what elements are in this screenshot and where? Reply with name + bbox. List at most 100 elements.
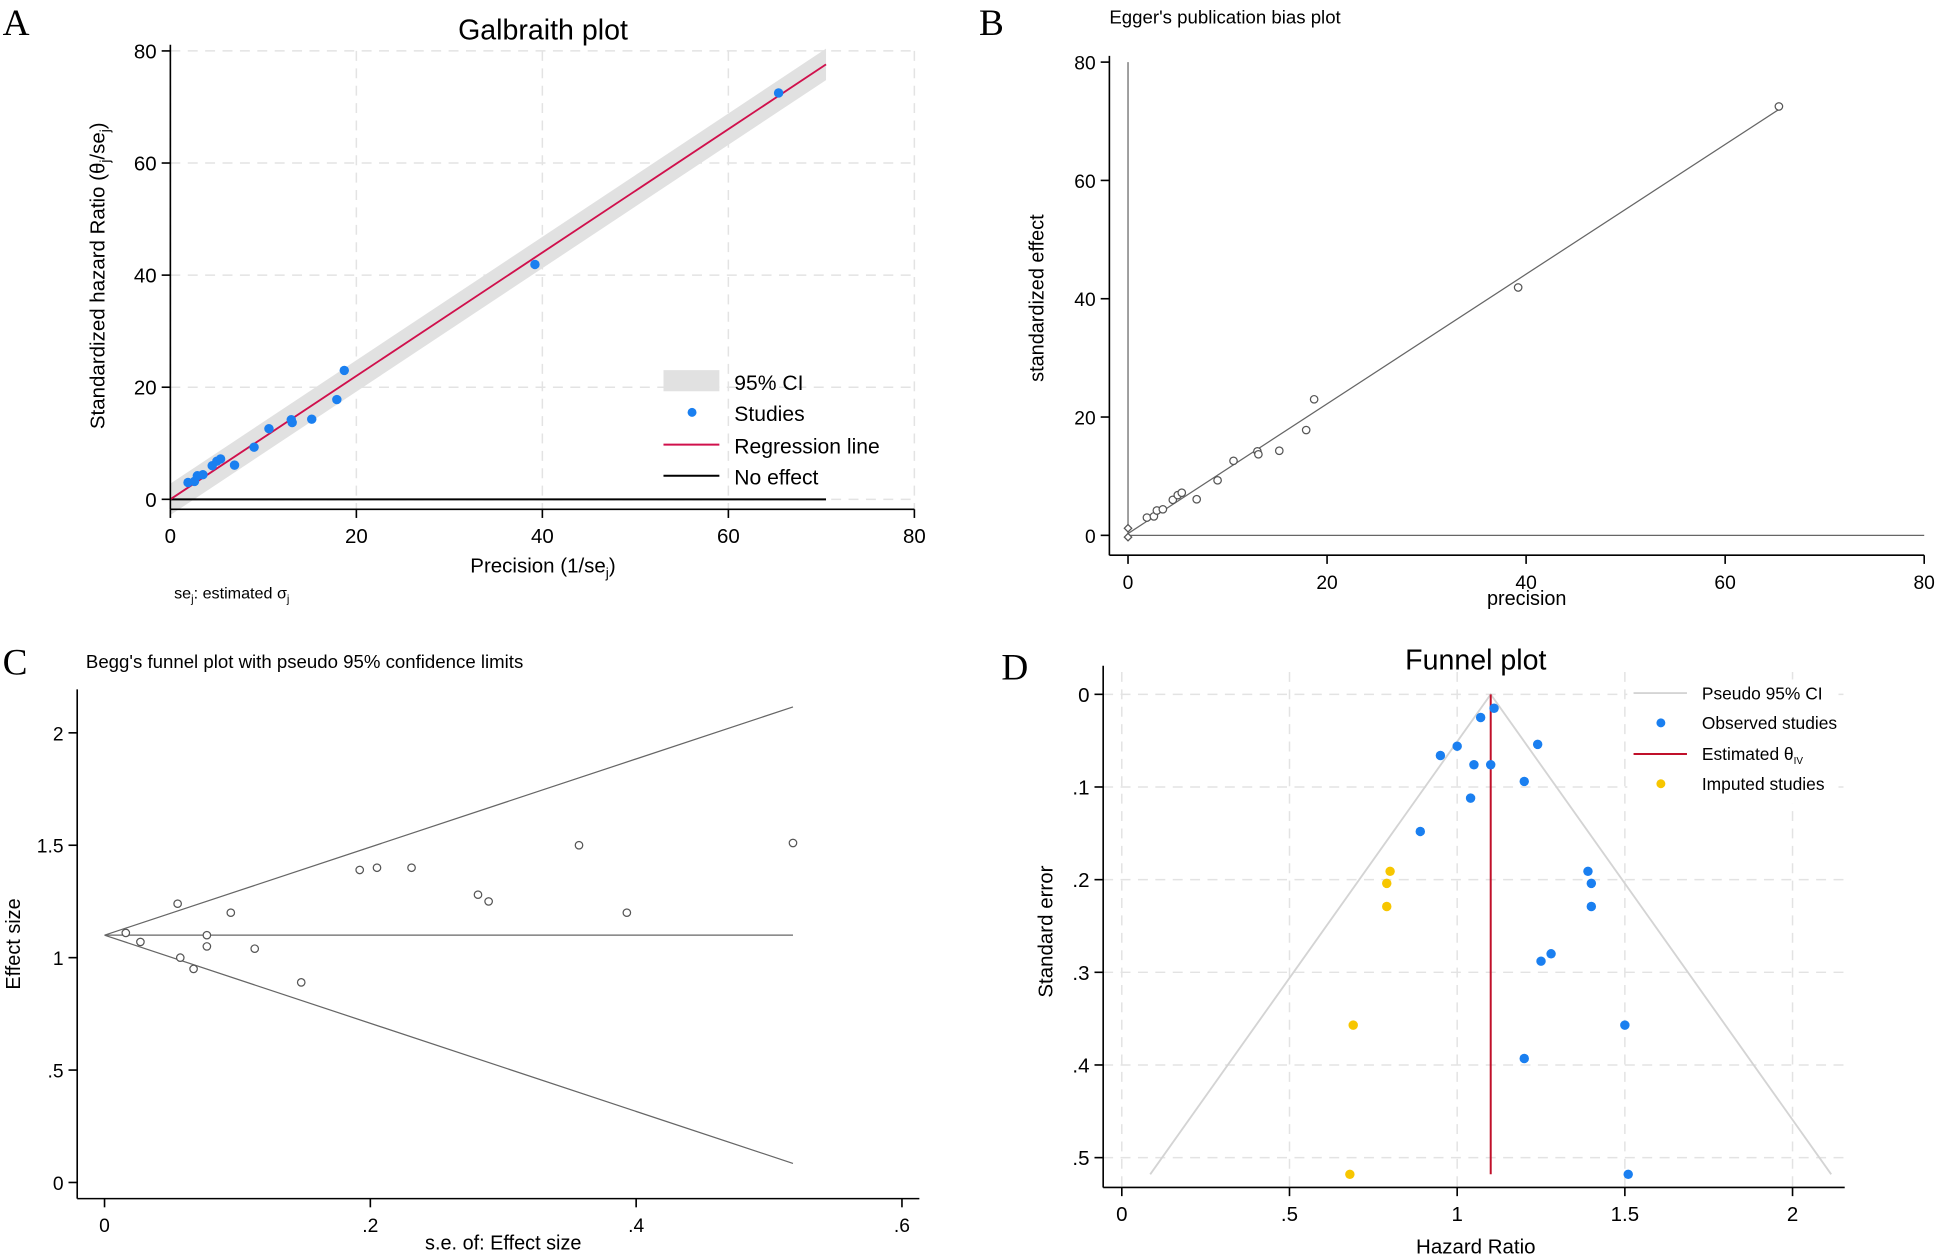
legend-label: Studies <box>734 403 804 426</box>
y-axis-label: Standardized hazard Ratio (θj/sej) <box>87 122 113 429</box>
footnote: sej: estimated σj <box>174 585 289 606</box>
regression-line <box>169 63 827 501</box>
study-point <box>1192 494 1202 504</box>
chart-title: Egger's publication bias plot <box>1109 7 1341 28</box>
x-tick-label: .2 <box>362 1216 378 1237</box>
study-point <box>226 908 236 918</box>
y-tick-label: 80 <box>134 40 157 63</box>
study-point <box>287 417 297 428</box>
study-point <box>296 978 306 987</box>
y-tick-label: .1 <box>1072 776 1089 799</box>
study-point <box>339 365 349 376</box>
y-tick-label: .3 <box>1072 962 1089 985</box>
intercept-ci-marker <box>1123 532 1133 542</box>
observed-study-point <box>1452 741 1462 751</box>
x-tick-label: 2 <box>1787 1203 1798 1226</box>
x-tick-label: 60 <box>717 525 740 548</box>
imputed-study-point <box>1385 866 1395 877</box>
plot-area <box>1149 692 1832 1180</box>
study-point <box>407 863 416 873</box>
observed-study-point <box>1583 866 1593 877</box>
chart-title: Galbraith plot <box>458 15 628 47</box>
legend-label: Estimated θIV <box>1702 744 1804 767</box>
y-tick-label: .5 <box>47 1062 63 1083</box>
y-tick-label: 0 <box>145 489 156 512</box>
x-tick-label: 80 <box>1913 573 1934 594</box>
legend: 95% CI Studies Regression line No effect <box>663 370 880 489</box>
observed-study-point <box>1485 760 1496 770</box>
study-point <box>1177 488 1187 498</box>
y-tick-label: 60 <box>134 152 157 175</box>
study-point <box>484 897 493 906</box>
study-point <box>332 394 342 405</box>
x-axis-label: precision <box>1487 588 1566 610</box>
study-point <box>1274 446 1284 456</box>
chart-title: Begg's funnel plot with pseudo 95% confi… <box>86 651 523 672</box>
study-point <box>264 423 274 434</box>
y-tick-label: 60 <box>1074 172 1095 193</box>
axes: 0 .2 .4 .6 0 .5 1 1.5 2 <box>37 689 920 1237</box>
y-axis-label: Standard error <box>1034 865 1057 997</box>
study-point <box>1158 504 1168 514</box>
x-tick-label: 0 <box>165 525 176 548</box>
observed-study-point <box>1536 956 1546 966</box>
plot-area <box>169 48 827 516</box>
panel-letter: A <box>3 3 30 44</box>
x-axis-label: Hazard Ratio <box>1416 1235 1536 1257</box>
observed-study-point <box>1469 760 1479 770</box>
observed-study-point <box>1435 750 1446 761</box>
y-axis-label: Effect size <box>3 898 25 989</box>
panel-b-egger: B Egger's publication bias plot 0 20 40 60 8… <box>979 3 1935 610</box>
x-tick-label: 0 <box>99 1216 110 1237</box>
plot-area <box>1123 62 1925 542</box>
observed-study-point <box>1546 949 1556 959</box>
upper-limit-line <box>104 706 794 936</box>
panel-letter: B <box>979 3 1004 44</box>
x-tick-label: 1 <box>1451 1203 1462 1226</box>
y-tick-label: 20 <box>134 377 157 400</box>
study-point <box>530 259 540 270</box>
y-axis-label: standardized effect <box>1027 214 1049 382</box>
observed-study-point <box>1623 1169 1633 1180</box>
study-point <box>189 964 198 974</box>
y-tick-label: .5 <box>1072 1147 1089 1170</box>
x-tick-label: 20 <box>1316 573 1337 594</box>
study-point <box>1213 475 1222 485</box>
study-point <box>355 865 365 875</box>
plot-area <box>104 706 798 1165</box>
legend-observed-marker <box>1656 718 1666 728</box>
x-tick-label: 60 <box>1714 573 1735 594</box>
y-tick-label: .2 <box>1072 869 1089 892</box>
study-point <box>136 937 145 947</box>
imputed-study-point <box>1345 1169 1355 1180</box>
y-tick-label: 0 <box>53 1174 64 1195</box>
study-point <box>250 944 260 954</box>
study-point <box>202 942 212 951</box>
regression-line <box>1127 108 1780 535</box>
y-tick-label: 20 <box>1074 408 1095 429</box>
observed-study-point <box>1475 712 1486 723</box>
x-axis-label: Precision (1/sej) <box>470 555 615 581</box>
observed-study-point <box>1489 703 1499 713</box>
study-point <box>1229 456 1238 466</box>
y-tick-label: 0 <box>1085 527 1096 548</box>
observed-study-point <box>1620 1020 1630 1030</box>
study-point <box>1301 425 1311 435</box>
legend: Pseudo 95% CI Observed studies Estimated… <box>1627 679 1839 804</box>
legend-label: 95% CI <box>734 372 803 395</box>
study-point <box>215 454 226 464</box>
study-point <box>1774 102 1784 111</box>
legend-studies-marker <box>687 407 697 417</box>
study-point <box>1513 283 1523 292</box>
x-axis-label: s.e. of: Effect size <box>425 1233 581 1255</box>
observed-study-point <box>1415 826 1426 837</box>
observed-study-point <box>1586 878 1597 889</box>
imputed-study-point <box>1382 878 1392 889</box>
study-point <box>173 899 182 909</box>
legend-label: Pseudo 95% CI <box>1702 683 1823 703</box>
x-tick-label: 40 <box>531 525 554 548</box>
legend-label: No effect <box>734 466 818 489</box>
study-point <box>175 953 185 963</box>
